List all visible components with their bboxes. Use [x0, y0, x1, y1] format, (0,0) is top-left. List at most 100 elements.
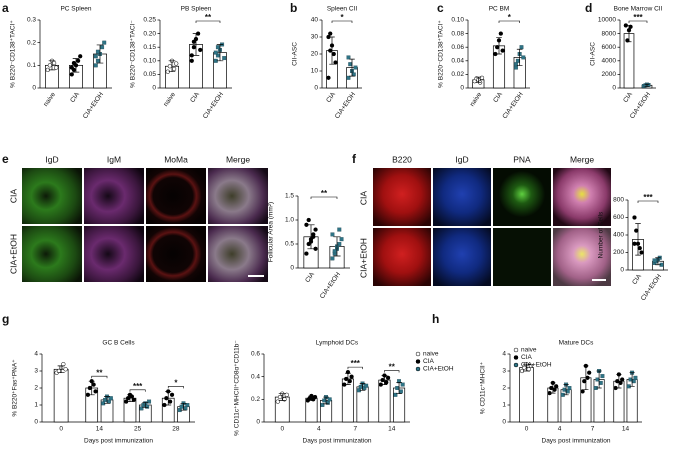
data-point — [567, 386, 572, 390]
legend-item: CIA+EtOH — [521, 362, 552, 369]
data-point — [191, 39, 197, 44]
error-bar — [616, 374, 622, 389]
x-axis-label: Days post immunization — [542, 438, 611, 445]
chart-title: Bone Marrow CII — [614, 6, 663, 13]
x-tick-label: CIA — [622, 91, 634, 104]
y-tick-label: 0.4 — [251, 373, 260, 380]
y-tick-label: 4 — [502, 351, 506, 358]
x-tick-label: 0 — [280, 426, 284, 433]
data-point — [304, 251, 309, 256]
x-tick-label: CIA+EtOH — [202, 91, 225, 120]
y-tick-label: 0.08 — [451, 30, 464, 37]
y-tick-label: 0.20 — [143, 30, 156, 37]
channel-label: B220 — [392, 154, 412, 164]
micrograph — [433, 168, 491, 226]
error-bar — [635, 223, 641, 256]
data-point — [322, 398, 327, 403]
data-point — [100, 45, 105, 50]
y-tick-label: 3 — [34, 368, 38, 375]
data-point — [328, 48, 333, 53]
error-bar — [192, 33, 200, 56]
error-bar — [72, 58, 80, 73]
data-point — [346, 75, 351, 80]
data-point — [346, 55, 351, 60]
y-tick-label: 0.10 — [143, 58, 156, 65]
y-tick-label: 0.02 — [451, 71, 464, 78]
significance-bracket — [384, 370, 400, 373]
y-tick-label: 0.3 — [27, 17, 36, 24]
error-bar — [629, 372, 635, 387]
data-point — [320, 403, 325, 407]
data-point — [358, 384, 363, 389]
y-tick-label: 0 — [290, 265, 294, 272]
data-point — [598, 380, 603, 385]
data-point — [400, 382, 405, 387]
x-tick-label: 14 — [96, 426, 104, 433]
micrograph — [208, 168, 268, 224]
x-axis-label: Days post immunization — [303, 438, 372, 445]
x-tick-label: 4 — [317, 426, 321, 433]
y-tick-label: 20 — [311, 51, 319, 58]
data-point — [183, 406, 188, 411]
data-point — [47, 63, 53, 68]
data-point — [514, 65, 518, 70]
data-point — [632, 241, 637, 246]
data-point — [108, 396, 113, 401]
y-axis-label: % B220⁻CD138⁺TACI⁺ — [10, 20, 17, 88]
data-point — [147, 399, 152, 404]
significance-label: *** — [643, 193, 653, 202]
data-point — [103, 397, 108, 402]
data-point — [215, 45, 220, 50]
data-point — [632, 215, 637, 220]
error-bar — [516, 48, 523, 66]
x-tick-label: 14 — [622, 426, 630, 433]
data-point — [164, 396, 169, 401]
significance-bracket — [498, 20, 520, 23]
micrograph — [208, 226, 268, 282]
y-tick-label: 0 — [460, 85, 464, 92]
panel-label: a — [2, 1, 9, 15]
error-bar — [323, 396, 329, 405]
micrograph — [146, 168, 206, 224]
data-point — [93, 63, 98, 68]
data-point — [75, 58, 81, 63]
data-point — [637, 245, 642, 251]
error-bar — [278, 393, 286, 401]
y-tick-label: 0.04 — [451, 58, 464, 65]
legend-marker — [513, 355, 519, 360]
x-tick-label: CIA+EtOH — [334, 91, 357, 120]
error-bar — [126, 394, 133, 402]
bar — [519, 367, 534, 423]
micrograph-grid-f: B220 IgD PNA Merge CIA CIA+EtOH — [358, 154, 611, 286]
data-point — [364, 383, 369, 388]
data-point — [91, 382, 96, 387]
y-axis-label: CII-ASC — [590, 42, 597, 66]
data-point — [191, 45, 197, 50]
legend-marker — [415, 366, 421, 372]
x-tick-label: 28 — [172, 426, 180, 433]
data-point — [61, 362, 66, 367]
significance-bracket — [195, 20, 221, 23]
y-tick-label: 10000 — [598, 17, 616, 24]
chart-title: Mature DCs — [559, 340, 594, 347]
data-point — [189, 58, 194, 63]
y-tick-label: 0.06 — [451, 44, 464, 51]
data-point — [106, 399, 111, 404]
data-point — [519, 45, 524, 50]
significance-label: *** — [133, 382, 143, 391]
chart-title: Lymphoid DCs — [316, 340, 359, 347]
y-axis-label: % CD11c⁺MHCII⁺CD8α⁺CD11b⁻ — [234, 340, 241, 436]
data-point — [595, 377, 600, 382]
y-tick-label: 0.10 — [451, 17, 464, 24]
error-bar — [345, 372, 351, 385]
data-point — [328, 31, 333, 36]
error-bar — [563, 384, 569, 396]
chart-title: PC Spleen — [60, 6, 91, 13]
data-point — [171, 66, 177, 72]
y-tick-label: 3 — [502, 368, 506, 375]
y-tick-label: 0.5 — [285, 241, 294, 248]
significance-label: *** — [351, 359, 361, 368]
data-point — [169, 392, 175, 397]
data-point — [628, 377, 633, 382]
channel-label: IgD — [455, 154, 468, 164]
